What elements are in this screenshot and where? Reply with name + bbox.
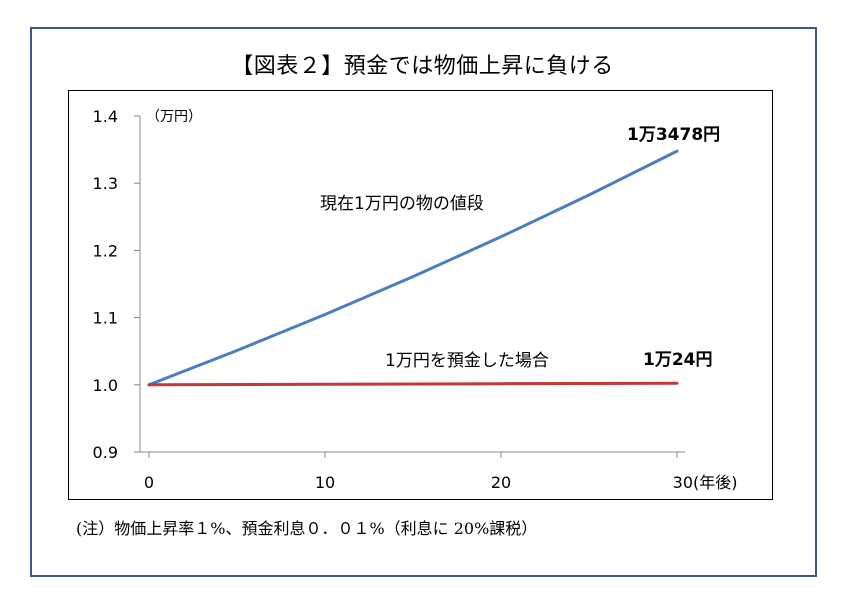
series-label-price: 現在1万円の物の値段 [320, 194, 484, 214]
x-unit-label: (年後) [693, 473, 738, 492]
end-label-deposit: 1万24円 [643, 350, 713, 370]
chart-title: 【図表２】預金では物価上昇に負ける [231, 54, 614, 79]
series-label-deposit: 1万円を預金した場合 [385, 351, 549, 371]
y-tick-label: 1.2 [93, 241, 118, 260]
x-tick-label: 10 [315, 473, 335, 492]
y-tick-label: 1.0 [93, 376, 118, 395]
y-tick-label: 1.3 [93, 174, 118, 193]
footnote: (注）物価上昇率１%、預金利息０．０１%（利息に 20%課税） [76, 519, 538, 538]
series-line-0 [147, 149, 679, 387]
y-unit-label: （万円） [146, 109, 202, 125]
plot-area [68, 90, 773, 500]
y-tick-label: 1.4 [93, 107, 118, 126]
x-tick-label: 0 [144, 473, 154, 492]
x-tick-label: 30 [673, 473, 693, 492]
y-tick-label: 1.1 [93, 309, 118, 328]
y-tick-label: 0.9 [93, 443, 118, 462]
series-line-1 [147, 381, 679, 387]
figure-frame [30, 27, 817, 577]
end-label-price: 1万3478円 [627, 125, 720, 145]
x-tick-label: 20 [491, 473, 511, 492]
